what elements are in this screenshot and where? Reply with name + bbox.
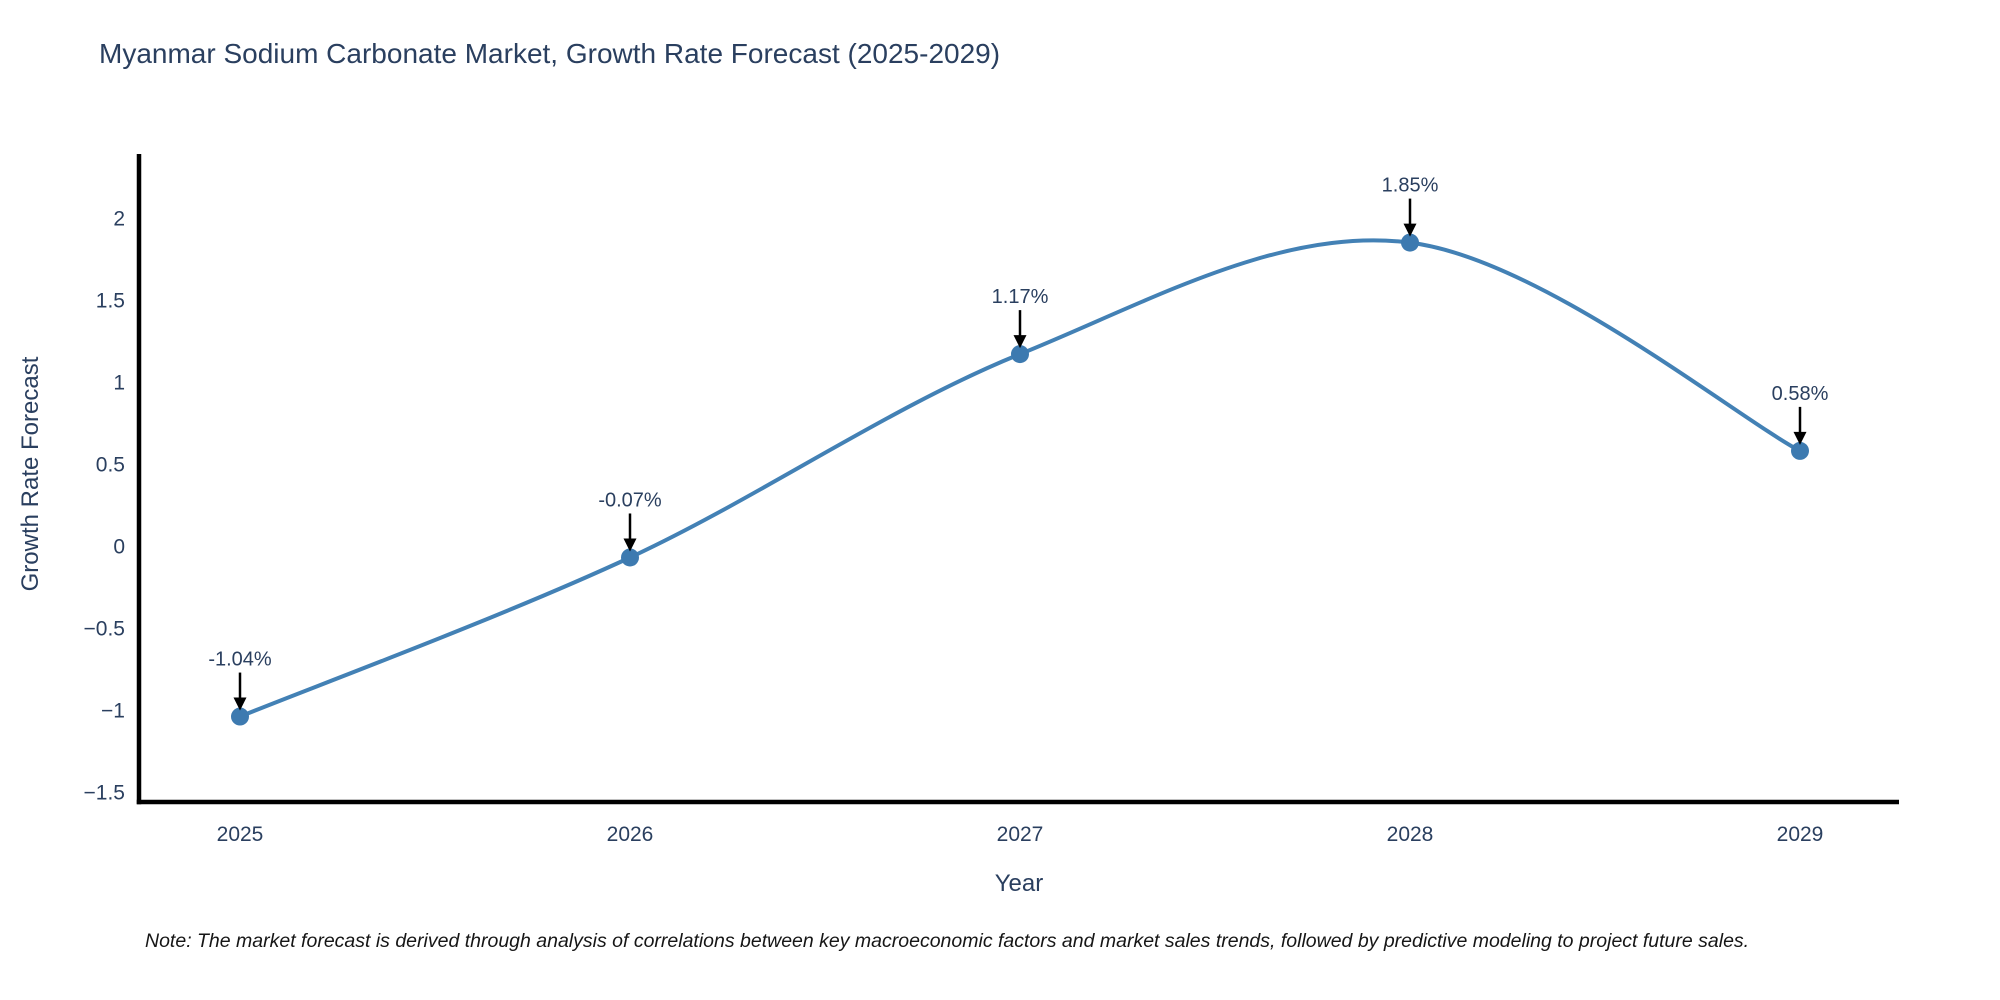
y-tick-label: 2	[113, 208, 125, 231]
data-point-2027	[1011, 345, 1029, 364]
annotation-arrowhead-2027	[1013, 335, 1027, 349]
y-tick-label: 0.5	[96, 454, 125, 477]
annotation-label-2026: -0.07%	[598, 489, 662, 511]
y-tick-label: 1	[113, 372, 125, 395]
annotation-arrowhead-2025	[233, 697, 247, 711]
annotation-label-2028: 1.85%	[1382, 175, 1439, 197]
x-tick-label: 2029	[1777, 823, 1824, 846]
annotation-arrowhead-2028	[1403, 223, 1417, 237]
annotation-label-2025: -1.04%	[208, 649, 272, 671]
data-point-2025	[231, 707, 249, 726]
annotation-arrowhead-2026	[623, 538, 637, 552]
data-point-2029	[1791, 441, 1809, 460]
y-tick-label: −1	[101, 700, 125, 723]
x-tick-label: 2025	[217, 823, 264, 846]
chart-title: Myanmar Sodium Carbonate Market, Growth …	[99, 38, 1001, 69]
x-axis-title: Year	[994, 870, 1044, 897]
annotation-arrowhead-2029	[1793, 431, 1807, 445]
annotation-label-2027: 1.17%	[992, 286, 1049, 308]
footnote: Note: The market forecast is derived thr…	[145, 930, 1750, 952]
y-tick-label: 0	[113, 536, 125, 559]
data-point-2026	[621, 548, 639, 567]
x-tick-label: 2026	[607, 823, 654, 846]
annotation-label-2029: 0.58%	[1772, 383, 1829, 405]
x-tick-label: 2027	[997, 823, 1044, 846]
y-tick-label: −1.5	[84, 782, 125, 805]
y-tick-label: 1.5	[96, 290, 125, 313]
y-tick-label: −0.5	[84, 618, 125, 641]
data-point-2028	[1401, 233, 1419, 252]
x-tick-label: 2028	[1387, 823, 1434, 846]
